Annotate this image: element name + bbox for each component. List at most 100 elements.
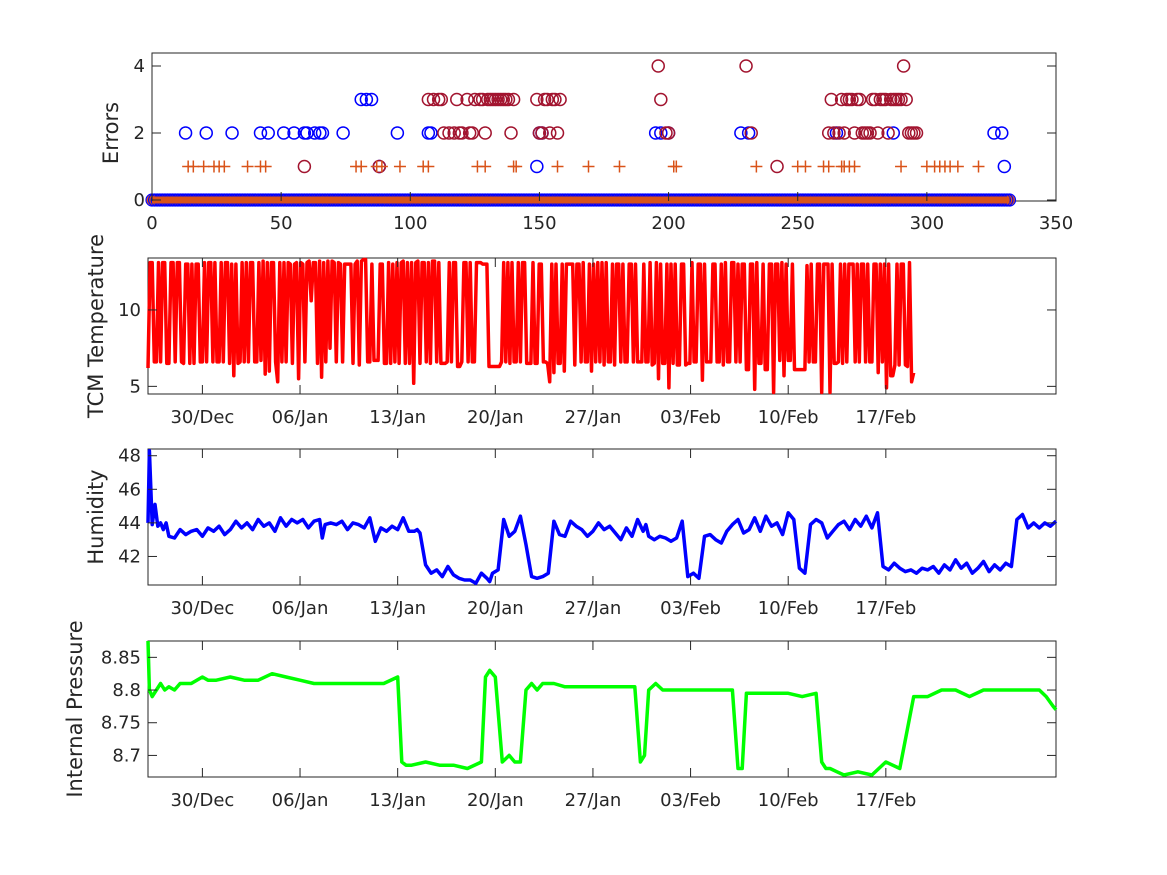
- xtick-label: 17/Feb: [855, 407, 916, 428]
- xtick-label: 250: [781, 213, 815, 234]
- error-point: [987, 126, 1001, 140]
- errors-panel: 0 50 100 150 200 250 300 350 0 2 4 Errors: [99, 52, 1074, 234]
- error-plus-point: [750, 160, 763, 173]
- xtick-label: 30/Dec: [170, 598, 234, 619]
- xtick-label: 27/Jan: [565, 598, 622, 619]
- xtick-label: 06/Jan: [272, 598, 329, 619]
- error-point: [827, 126, 841, 140]
- xtick-label: 30/Dec: [170, 790, 234, 811]
- error-point: [837, 126, 851, 140]
- error-plus-point: [187, 160, 200, 173]
- ytick-label: 42: [118, 546, 141, 567]
- ytick-label: 44: [118, 513, 141, 534]
- error-point: [276, 126, 291, 140]
- pressure-ticks: 30/Dec 06/Jan 13/Jan 20/Jan 27/Jan 03/Feb 10/F…: [101, 641, 1056, 811]
- xtick-label: 300: [910, 213, 944, 234]
- xtick-label: 06/Jan: [272, 790, 329, 811]
- error-point: [199, 126, 213, 140]
- xtick-label: 200: [651, 213, 685, 234]
- humidity-ticks: 30/Dec 06/Jan 13/Jan 20/Jan 27/Jan 03/Feb 10/F…: [118, 446, 1056, 619]
- ytick-label: 8.75: [101, 713, 141, 734]
- ytick-label: 5: [130, 376, 141, 397]
- error-point: [455, 126, 469, 140]
- error-point: [878, 92, 893, 107]
- error-point: [504, 126, 518, 140]
- error-plus-point: [375, 160, 388, 173]
- temperature-ticks: 30/Dec 06/Jan 13/Jan 20/Jan 27/Jan 03/Feb 10/F…: [118, 258, 1056, 428]
- error-point: [648, 126, 663, 140]
- xtick-label: 03/Feb: [660, 598, 721, 619]
- error-plus-point: [972, 160, 985, 173]
- error-point: [909, 126, 924, 140]
- errors-axes: [151, 52, 1057, 202]
- error-point: [354, 92, 368, 107]
- error-point: [847, 126, 862, 140]
- temperature-ylabel: TCM Temperature: [84, 234, 108, 419]
- error-point: [734, 126, 748, 140]
- humidity-marks: [146, 448, 1058, 586]
- error-point: [530, 92, 544, 107]
- xtick-label: 10/Feb: [758, 790, 819, 811]
- error-point: [845, 92, 859, 107]
- error-point: [434, 92, 449, 107]
- error-point: [744, 126, 758, 140]
- error-plus-point: [479, 160, 492, 173]
- xtick-label: 50: [270, 213, 293, 234]
- error-plus-point: [259, 160, 272, 173]
- error-point: [178, 126, 193, 140]
- error-point: [478, 126, 492, 140]
- xtick-label: 20/Jan: [467, 407, 524, 428]
- error-point: [297, 159, 312, 174]
- error-point: [535, 126, 549, 140]
- ytick-label: 46: [118, 479, 141, 500]
- error-point: [225, 126, 239, 140]
- pressure-marks: [146, 640, 1058, 777]
- xtick-label: 27/Jan: [565, 790, 622, 811]
- error-point: [426, 92, 441, 107]
- error-point: [868, 92, 882, 107]
- error-point: [821, 126, 836, 140]
- xtick-label: 06/Jan: [272, 407, 329, 428]
- error-point: [530, 159, 544, 174]
- error-point: [315, 126, 330, 140]
- ytick-label: 8.7: [112, 745, 141, 766]
- error-point: [654, 92, 668, 107]
- xtick-label: 13/Jan: [369, 598, 426, 619]
- error-point: [450, 92, 464, 107]
- xtick-label: 350: [1039, 213, 1073, 234]
- error-point: [253, 126, 268, 140]
- error-point: [543, 126, 557, 140]
- xtick-label: 100: [393, 213, 427, 234]
- errors-ticks: 0 50 100 150 200 250 300 350 0 2 4: [134, 56, 1074, 234]
- error-plus-point: [895, 160, 908, 173]
- pressure-ylabel: Internal Pressure: [63, 620, 87, 797]
- error-point: [832, 126, 846, 140]
- error-point: [654, 126, 668, 140]
- error-point: [390, 126, 405, 140]
- series-line: [146, 448, 1058, 586]
- error-point: [881, 126, 895, 140]
- xtick-label: 10/Feb: [758, 407, 819, 428]
- ytick-label: 48: [118, 446, 141, 467]
- error-point: [307, 126, 322, 140]
- error-plus-point: [848, 160, 861, 173]
- temperature-panel: 30/Dec 06/Jan 13/Jan 20/Jan 27/Jan 03/Feb 10/F…: [84, 234, 1057, 428]
- pressure-axes: [147, 640, 1057, 778]
- error-point: [548, 92, 562, 107]
- temperature-marks: [146, 257, 916, 395]
- ytick-label: 2: [134, 123, 145, 144]
- error-point: [421, 92, 436, 107]
- error-point: [261, 126, 275, 140]
- series-line: [146, 257, 916, 395]
- error-point: [553, 92, 567, 107]
- error-plus-point: [799, 160, 812, 173]
- error-plus-point: [218, 160, 231, 173]
- error-point: [300, 126, 314, 140]
- xtick-label: 17/Feb: [855, 598, 916, 619]
- error-point: [995, 126, 1009, 140]
- error-point: [540, 92, 554, 107]
- error-point: [468, 92, 482, 107]
- ytick-label: 0: [134, 190, 145, 211]
- error-point: [852, 92, 867, 107]
